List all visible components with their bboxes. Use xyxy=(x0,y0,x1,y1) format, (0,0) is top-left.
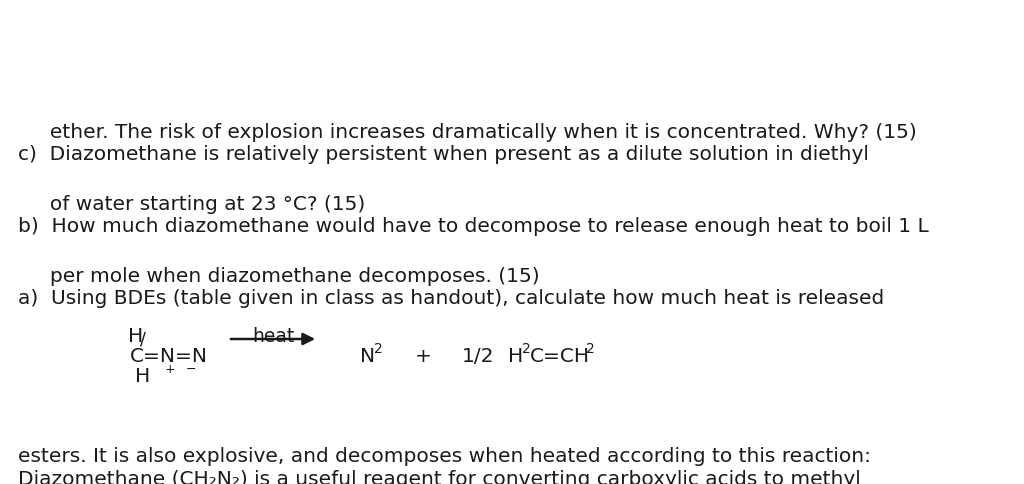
Text: H: H xyxy=(508,346,523,365)
Text: a)  Using BDEs (table given in class as handout), calculate how much heat is rel: a) Using BDEs (table given in class as h… xyxy=(18,288,885,307)
Text: N: N xyxy=(360,346,375,365)
Text: heat: heat xyxy=(252,326,294,345)
Text: /: / xyxy=(140,330,145,348)
Text: ether. The risk of explosion increases dramatically when it is concentrated. Why: ether. The risk of explosion increases d… xyxy=(18,123,916,142)
Text: H: H xyxy=(135,366,151,385)
Text: −: − xyxy=(186,362,197,375)
Text: Diazomethane (CH₂N₂) is a useful reagent for converting carboxylic acids to meth: Diazomethane (CH₂N₂) is a useful reagent… xyxy=(18,469,861,484)
Text: b)  How much diazomethane would have to decompose to release enough heat to boil: b) How much diazomethane would have to d… xyxy=(18,216,929,236)
Text: 2: 2 xyxy=(522,341,530,355)
Text: esters. It is also explosive, and decomposes when heated according to this react: esters. It is also explosive, and decomp… xyxy=(18,446,871,465)
Text: 2: 2 xyxy=(586,341,595,355)
Text: 1/2: 1/2 xyxy=(462,346,495,365)
Text: of water starting at 23 °C? (15): of water starting at 23 °C? (15) xyxy=(18,195,366,213)
Text: per mole when diazomethane decomposes. (15): per mole when diazomethane decomposes. (… xyxy=(18,267,540,286)
Text: +: + xyxy=(415,346,432,365)
Text: +: + xyxy=(165,362,176,375)
Text: c)  Diazomethane is relatively persistent when present as a dilute solution in d: c) Diazomethane is relatively persistent… xyxy=(18,145,869,164)
Text: C=N=N: C=N=N xyxy=(130,346,208,365)
Text: 2: 2 xyxy=(374,341,383,355)
Text: C=CH: C=CH xyxy=(530,346,590,365)
Text: H: H xyxy=(128,326,143,345)
